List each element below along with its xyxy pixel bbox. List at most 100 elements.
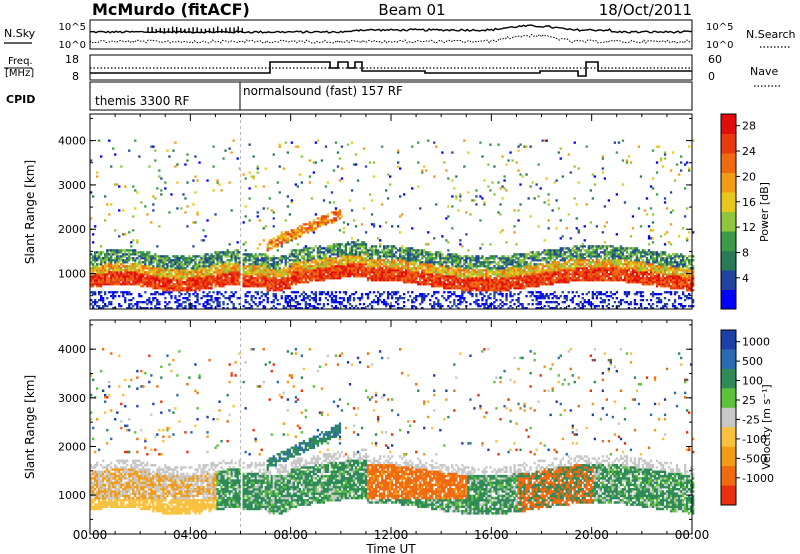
heatmap-cell xyxy=(288,277,291,280)
heatmap-cell xyxy=(196,265,199,268)
heatmap-cell xyxy=(447,271,450,274)
heatmap-cell xyxy=(403,293,406,296)
heatmap-cell xyxy=(358,243,362,246)
heatmap-cell xyxy=(258,285,261,288)
heatmap-cell xyxy=(407,259,410,262)
heatmap-cell xyxy=(208,307,211,310)
heatmap-cell xyxy=(154,277,157,280)
heatmap-cell xyxy=(340,269,344,272)
heatmap-cell xyxy=(256,261,259,264)
heatmap-cell xyxy=(106,249,109,252)
heatmap-cell xyxy=(158,303,161,306)
heatmap-cell xyxy=(326,181,330,184)
heatmap-cell xyxy=(312,273,315,276)
heatmap-cell xyxy=(130,269,133,272)
heatmap-cell xyxy=(248,267,251,270)
heatmap-cell xyxy=(437,275,440,278)
heatmap-cell xyxy=(537,303,540,306)
heatmap-cell xyxy=(216,253,219,256)
heatmap-cell xyxy=(415,271,418,274)
heatmap-cell xyxy=(415,273,418,276)
heatmap-cell xyxy=(332,261,336,264)
heatmap-cell xyxy=(120,165,123,168)
heatmap-cell xyxy=(314,227,317,230)
heatmap-cell xyxy=(475,285,478,288)
heatmap-cell xyxy=(194,305,197,308)
heatmap-cell xyxy=(495,275,498,278)
heatmap-cell xyxy=(280,277,283,280)
heatmap-cell xyxy=(222,295,225,298)
heatmap-cell xyxy=(539,259,542,262)
heatmap-cell xyxy=(519,279,522,282)
heatmap-cell xyxy=(138,277,141,280)
heatmap-cell xyxy=(326,249,330,252)
heatmap-cell xyxy=(387,291,390,294)
heatmap-cell xyxy=(519,267,522,270)
heatmap-cell xyxy=(358,299,362,302)
heatmap-cell xyxy=(541,139,544,142)
heatmap-cell xyxy=(278,273,281,276)
heatmap-cell xyxy=(449,255,452,258)
heatmap-cell xyxy=(262,253,265,256)
heatmap-cell xyxy=(220,269,223,272)
heatmap-cell xyxy=(104,219,107,222)
heatmap-cell xyxy=(541,297,544,300)
heatmap-cell xyxy=(545,251,548,254)
heatmap-cell xyxy=(555,227,558,230)
heatmap-cell xyxy=(517,293,520,296)
heatmap-cell xyxy=(338,259,342,262)
heatmap-cell xyxy=(152,203,155,206)
heatmap-cell xyxy=(232,267,235,270)
heatmap-cell xyxy=(521,303,524,306)
heatmap-cell xyxy=(350,209,354,212)
heatmap-cell xyxy=(238,257,241,260)
heatmap-cell xyxy=(475,271,478,274)
heatmap-cell xyxy=(194,307,197,310)
heatmap-cell xyxy=(288,287,291,290)
heatmap-cell xyxy=(248,187,251,190)
heatmap-cell xyxy=(92,305,95,308)
heatmap-cell xyxy=(156,285,159,288)
heatmap-cell xyxy=(445,261,448,264)
heatmap-cell xyxy=(346,259,350,262)
heatmap-cell xyxy=(216,261,219,264)
heatmap-cell xyxy=(226,277,229,280)
heatmap-cell xyxy=(134,277,137,280)
heatmap-cell xyxy=(318,247,322,250)
heatmap-cell xyxy=(284,295,287,298)
heatmap-cell xyxy=(228,267,231,270)
heatmap-cell xyxy=(429,261,432,264)
heatmap-cell xyxy=(154,285,157,288)
heatmap-cell xyxy=(383,299,386,302)
heatmap-cell xyxy=(290,251,293,254)
heatmap-cell xyxy=(324,219,328,222)
heatmap-cell xyxy=(130,273,133,276)
heatmap-cell xyxy=(360,295,364,298)
heatmap-cell xyxy=(405,249,408,252)
heatmap-cell xyxy=(124,301,127,304)
heatmap-cell xyxy=(421,253,424,256)
heatmap-cell xyxy=(535,285,538,288)
heatmap-cell xyxy=(110,301,113,304)
heatmap-cell xyxy=(509,263,512,266)
heatmap-cell xyxy=(332,211,336,214)
heatmap-cell xyxy=(437,299,440,302)
heatmap-cell xyxy=(471,259,474,262)
heatmap-cell xyxy=(154,271,157,274)
heatmap-cell xyxy=(330,221,334,224)
heatmap-cell xyxy=(391,245,394,248)
heatmap-cell xyxy=(220,257,223,260)
heatmap-cell xyxy=(354,247,358,250)
heatmap-cell xyxy=(372,271,376,274)
heatmap-cell xyxy=(537,307,540,310)
heatmap-cell xyxy=(529,283,532,286)
heatmap-cell xyxy=(413,267,416,270)
heatmap-cell xyxy=(401,265,404,268)
heatmap-cell xyxy=(286,231,289,234)
heatmap-cell xyxy=(443,257,446,260)
heatmap-cell xyxy=(555,265,558,268)
heatmap-cell xyxy=(158,307,161,310)
heatmap-cell xyxy=(354,275,358,278)
heatmap-cell xyxy=(459,193,462,196)
heatmap-cell xyxy=(513,255,516,258)
